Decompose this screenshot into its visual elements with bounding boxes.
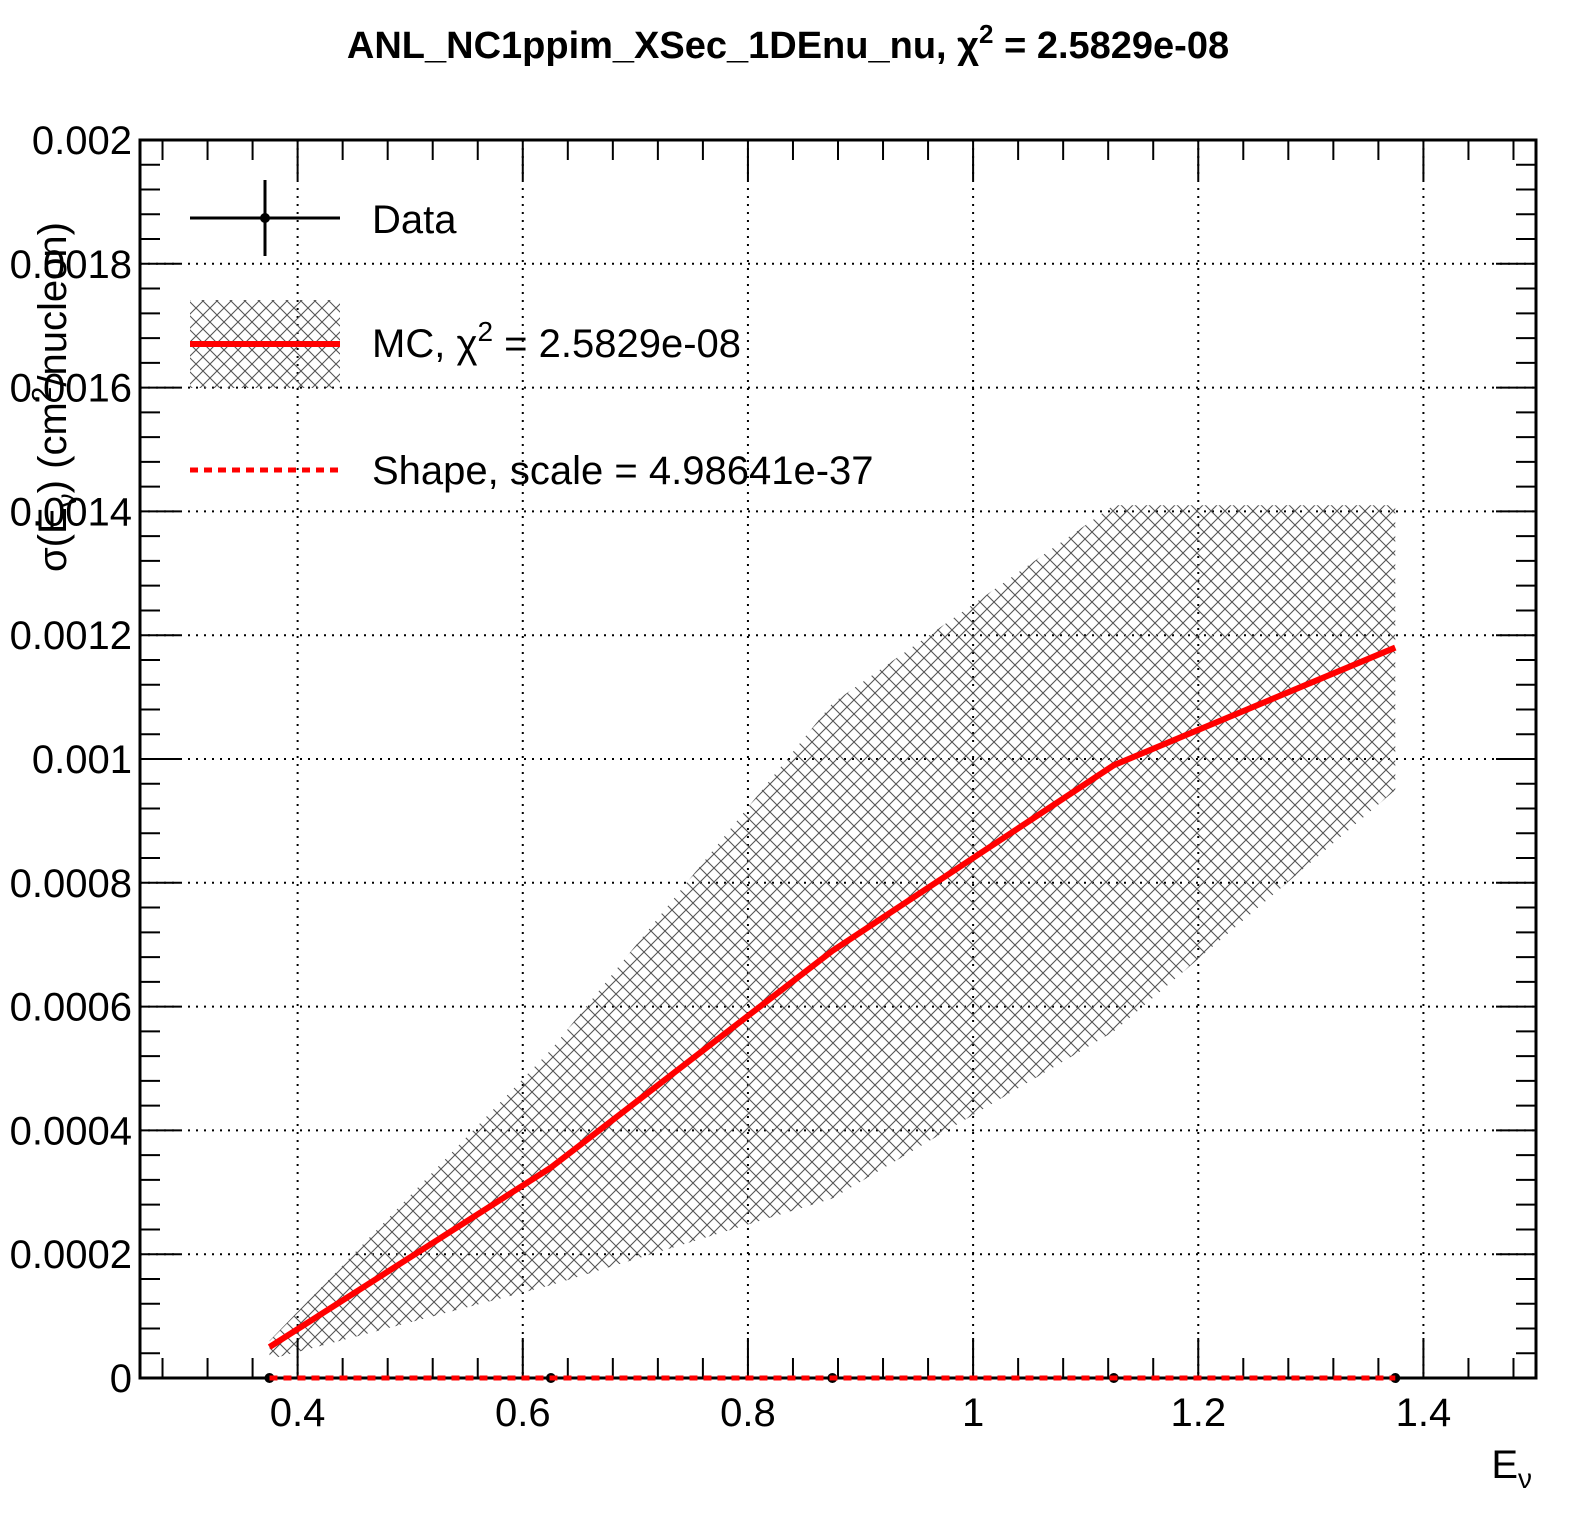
legend-label-mc: MC, χ2 = 2.5829e-08 (372, 316, 741, 366)
y-tick-label-8: 0.0016 (10, 367, 132, 411)
y-axis-title: σ(Eν) (cm2/nucleon) (26, 222, 82, 572)
x-tick-label-5: 1.4 (1396, 1391, 1452, 1435)
y-tick-label-6: 0.0012 (10, 614, 132, 658)
y-tick-label-10: 0.002 (32, 119, 132, 163)
mc-band-area (269, 505, 1396, 1360)
mc-line (267, 644, 1397, 1350)
y-tick-label-0: 0 (110, 1357, 132, 1401)
legend-entry-data: Data (190, 180, 457, 256)
y-tick-label-3: 0.0006 (10, 986, 132, 1030)
series (264, 644, 1401, 1383)
y-tick-labels: 0 0.0002 0.0004 0.0006 0.0008 0.001 0.0012 0.00… (10, 119, 132, 1401)
x-tick-label-2: 0.8 (720, 1391, 776, 1435)
legend-entry-shape: Shape, scale = 4.98641e-37 (190, 449, 874, 493)
chart-title: ANL_NC1ppim_XSec_1DEnu_nu, χ2 = 2.5829e-… (347, 19, 1229, 67)
mc-uncertainty-band (269, 505, 1396, 1360)
x-tick-label-1: 0.6 (495, 1391, 551, 1435)
x-tick-labels: 0.4 0.6 0.8 1 1.2 1.4 (270, 1391, 1451, 1435)
plot-frame (138, 138, 1538, 1380)
x-tick-label-4: 1.2 (1170, 1391, 1226, 1435)
y-tick-label-1: 0.0002 (10, 1233, 132, 1277)
y-tick-label-4: 0.0008 (10, 862, 132, 906)
axis-ticks (140, 139, 1536, 1379)
y-tick-label-7: 0.0014 (10, 490, 132, 534)
x-tick-label-3: 1 (962, 1391, 984, 1435)
legend-label-data: Data (372, 198, 457, 242)
legend-entry-mc: MC, χ2 = 2.5829e-08 (190, 300, 741, 388)
y-tick-label-2: 0.0004 (10, 1109, 132, 1153)
legend-data-marker (260, 213, 270, 223)
y-tick-label-5: 0.001 (32, 738, 132, 782)
legend-label-shape: Shape, scale = 4.98641e-37 (372, 449, 874, 493)
x-tick-label-0: 0.4 (270, 1391, 326, 1435)
x-axis-title: Eν (1491, 1443, 1532, 1494)
y-tick-label-9: 0.0018 (10, 243, 132, 287)
legend: Data MC, χ2 = 2.5829e-08 Shape, scale = … (190, 180, 874, 493)
